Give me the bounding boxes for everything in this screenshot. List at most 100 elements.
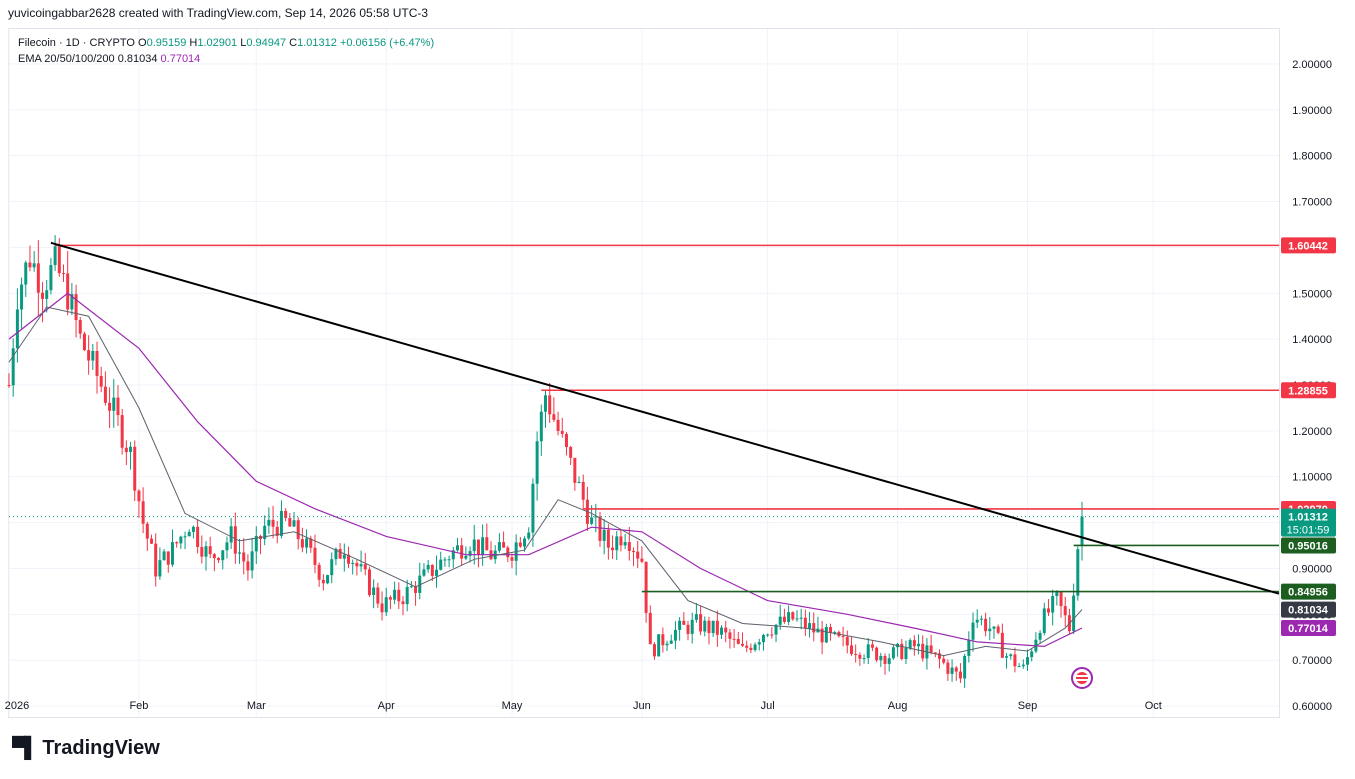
candle-body [435, 569, 439, 576]
candle-body [523, 538, 527, 547]
candle-body [946, 662, 950, 674]
ema-fast-line [8, 306, 1083, 657]
chart-legend: Filecoin · 1D · CRYPTO O0.95159 H1.02901… [18, 35, 434, 67]
candle-body [640, 558, 644, 562]
candle-body [1042, 608, 1046, 633]
candle-body [464, 555, 468, 559]
candle-body [539, 411, 543, 442]
chart-attribution: yuvicoingabbar2628 created with TradingV… [8, 6, 429, 20]
candle-body [409, 586, 413, 588]
x-tick-label: Jul [761, 700, 775, 712]
candle-body [799, 617, 803, 619]
candle-body [841, 636, 845, 638]
candle-body [577, 481, 581, 483]
candle-body [217, 558, 221, 561]
candle-body [451, 550, 455, 560]
candle-body [271, 519, 275, 527]
candle-body [581, 481, 585, 500]
y-tick-label: 1.20000 [1292, 426, 1332, 438]
candle-body [602, 529, 606, 541]
candle-body [326, 575, 330, 584]
tradingview-logo-icon: ▀▌ [12, 737, 38, 759]
candle-body [644, 561, 648, 613]
y-tick-label: 2.00000 [1292, 59, 1332, 71]
y-tick-label: 1.90000 [1292, 105, 1332, 117]
candle-body [615, 536, 619, 551]
candle-body [376, 587, 380, 604]
candle-body [405, 587, 409, 605]
y-tick-label: 0.70000 [1292, 655, 1332, 667]
candle-body [141, 501, 145, 524]
candle-body [460, 545, 464, 559]
candle-body [854, 654, 858, 656]
candle-body [808, 623, 812, 629]
candle-body [45, 290, 49, 299]
candle-body [137, 490, 141, 502]
candle-body [749, 647, 753, 651]
tradingview-brand[interactable]: ▀▌ TradingView [12, 737, 160, 760]
ema-label[interactable]: EMA 20/50/100/200 [18, 53, 115, 65]
x-tick-label: Mar [247, 700, 266, 712]
candle-body [367, 569, 371, 596]
candle-body [338, 548, 342, 559]
price-label-text: 0.84956 [1288, 587, 1328, 599]
candle-body [418, 575, 422, 593]
close-value: 1.01312 [297, 37, 337, 49]
candle-body [774, 624, 778, 635]
candle-body [967, 639, 971, 656]
ema-fast-value: 0.81034 [117, 53, 158, 65]
candle-body [351, 562, 355, 564]
y-tick-label: 1.80000 [1292, 151, 1332, 163]
candle-body [57, 246, 61, 274]
candle-body [242, 552, 246, 562]
candle-body [761, 635, 765, 643]
candle-body [992, 626, 996, 629]
y-tick-label: 1.50000 [1292, 288, 1332, 300]
candle-body [862, 658, 866, 660]
candle-body [812, 623, 816, 633]
candle-body [397, 589, 401, 602]
candle-body [154, 543, 158, 577]
candle-body [908, 640, 912, 649]
candle-body [556, 419, 560, 431]
candle-body [455, 545, 459, 551]
candle-body [393, 589, 397, 600]
candle-body [191, 526, 195, 532]
candle-body [690, 619, 694, 634]
candle-body [66, 273, 70, 310]
candle-body [468, 551, 472, 556]
symbol-label[interactable]: Filecoin · 1D · CRYPTO [18, 37, 135, 49]
candle-body [527, 532, 531, 539]
candle-body [594, 516, 598, 518]
candle-body [548, 395, 552, 415]
close-label: C [289, 37, 298, 49]
candle-body [870, 644, 874, 648]
candle-body [481, 537, 485, 555]
candle-body [187, 531, 191, 537]
candle-body [1009, 654, 1013, 657]
candle-body [686, 624, 690, 634]
candle-body [162, 551, 166, 561]
candle-body [166, 551, 170, 565]
candle-body [1005, 656, 1009, 658]
candle-body [41, 292, 45, 299]
candle-body [95, 350, 99, 376]
candle-body [573, 457, 577, 483]
candle-body [736, 638, 740, 644]
candle-body [795, 618, 799, 620]
price-label-box [1281, 382, 1336, 399]
candle-body [954, 667, 958, 672]
price-label-box [1281, 583, 1336, 600]
candle-body [359, 564, 363, 567]
y-tick-label: 0.90000 [1292, 563, 1332, 575]
candle-body [569, 447, 573, 458]
candle-body [703, 620, 707, 632]
candle-body [225, 542, 229, 551]
candle-body [99, 375, 103, 387]
candle-body [275, 526, 279, 536]
candle-body [766, 634, 770, 636]
candle-body [313, 547, 317, 565]
candle-body [296, 520, 300, 540]
candle-body [1076, 549, 1080, 596]
